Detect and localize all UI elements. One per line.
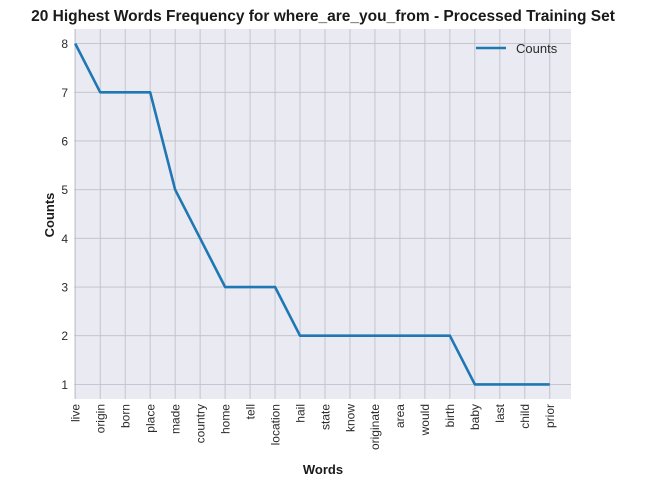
- x-tick-label: prior: [543, 404, 557, 428]
- y-tick-label: 2: [61, 329, 68, 343]
- y-axis-label: Counts: [42, 193, 57, 238]
- x-axis-label: Words: [303, 462, 343, 477]
- x-tick-label: child: [518, 404, 532, 429]
- x-tick-label: made: [168, 404, 182, 434]
- x-tick-label: hail: [293, 404, 307, 423]
- x-tick-label: area: [393, 404, 407, 428]
- plot-area: [74, 29, 571, 399]
- x-tick-label: country: [193, 404, 207, 443]
- x-tick-label: last: [493, 403, 507, 422]
- x-tick-label: born: [118, 404, 132, 428]
- x-tick-label: origin: [94, 404, 108, 433]
- y-axis-ticks: 1 2 3 4 5 6 7 8: [61, 37, 68, 392]
- y-tick-label: 3: [61, 281, 68, 295]
- x-tick-label: would: [418, 404, 432, 436]
- legend-label-counts: Counts: [516, 41, 558, 56]
- x-tick-label: originate: [368, 404, 382, 450]
- y-tick-label: 7: [61, 86, 68, 100]
- x-tick-label: birth: [443, 404, 457, 427]
- x-tick-label: tell: [243, 404, 257, 419]
- y-tick-label: 5: [61, 183, 68, 197]
- x-tick-label: state: [318, 404, 332, 430]
- x-tick-label: location: [268, 404, 282, 445]
- y-tick-label: 6: [61, 134, 68, 148]
- x-tick-label: know: [343, 404, 357, 432]
- y-tick-label: 1: [61, 378, 68, 392]
- y-tick-label: 8: [61, 37, 68, 51]
- y-tick-label: 4: [61, 232, 68, 246]
- x-tick-label: home: [218, 404, 232, 434]
- chart-title: 20 Highest Words Frequency for where_are…: [31, 8, 615, 25]
- x-tick-label: baby: [468, 404, 482, 430]
- x-tick-label: live: [69, 404, 83, 422]
- x-tick-label: place: [143, 404, 157, 433]
